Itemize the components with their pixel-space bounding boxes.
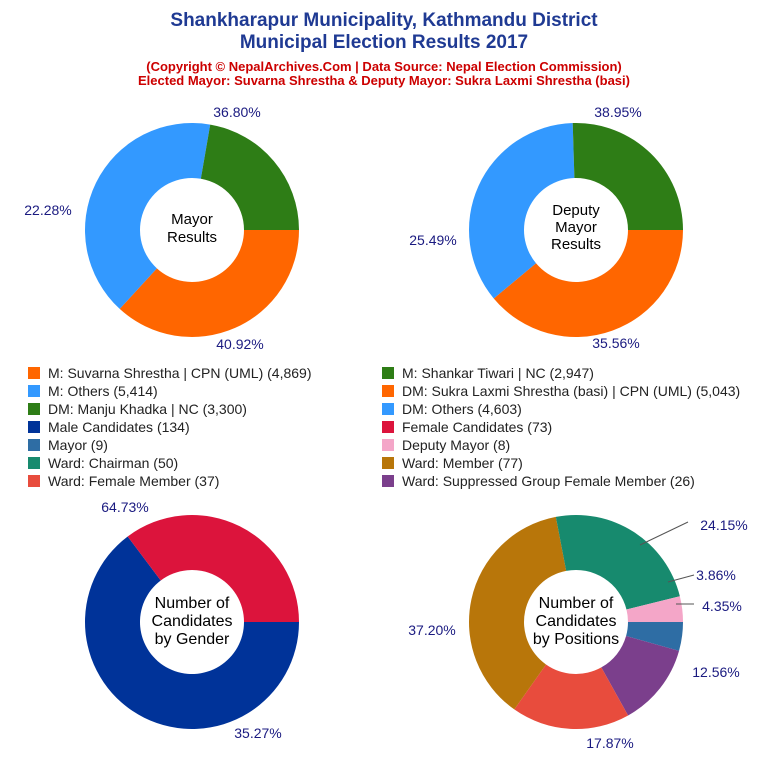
legend-label: M: Others (5,414): [48, 383, 158, 399]
legend-label: Female Candidates (73): [402, 419, 553, 435]
legend-item: Ward: Chairman (50): [28, 454, 312, 472]
positions-percent-label-0: 4.35%: [702, 598, 742, 614]
gender-slice-1: [127, 514, 299, 622]
mayor-percent-label-2: 22.28%: [24, 202, 71, 218]
gender-center-label: Number of: [155, 595, 230, 612]
legend-swatch: [382, 385, 394, 397]
positions-leader-line-0: [639, 521, 689, 546]
deputy-mayor-slice-2: [572, 123, 683, 230]
mayor-percent-label-0: 36.80%: [213, 104, 260, 120]
legend-label: M: Suvarna Shrestha | CPN (UML) (4,869): [48, 365, 312, 381]
legend-item: Female Candidates (73): [382, 418, 740, 436]
positions-slice-5: [626, 596, 683, 622]
legend-item: Ward: Female Member (37): [28, 472, 312, 490]
positions-percent-label-3: 37.20%: [408, 622, 455, 638]
mayor-percent-label-1: 40.92%: [216, 336, 263, 352]
legend-item: Ward: Member (77): [382, 454, 740, 472]
gender-slice-0: [84, 536, 299, 729]
legend-label: Ward: Suppressed Group Female Member (26…: [402, 473, 695, 489]
deputy-mayor-percent-label-2: 25.49%: [409, 232, 456, 248]
positions-percent-label-1: 12.56%: [692, 664, 739, 680]
legend-swatch: [28, 403, 40, 415]
legend-swatch: [382, 475, 394, 487]
legend-item: Mayor (9): [28, 436, 312, 454]
legend-item: Ward: Suppressed Group Female Member (26…: [382, 472, 740, 490]
positions-leader-line-1: [667, 574, 695, 583]
positions-center-label: Candidates: [536, 613, 617, 630]
legend-swatch: [28, 457, 40, 469]
legend-label: Ward: Female Member (37): [48, 473, 220, 489]
mayor-center-label: Mayor: [171, 211, 213, 228]
legend-label: Mayor (9): [48, 437, 108, 453]
gender-center-label: by Gender: [155, 631, 230, 648]
positions-slice-0: [626, 622, 683, 651]
legend-item: DM: Sukra Laxmi Shrestha (basi) | CPN (U…: [382, 382, 740, 400]
legend-item: Deputy Mayor (8): [382, 436, 740, 454]
mayor-slice-2: [200, 124, 299, 230]
positions-center-label: Number of: [539, 595, 614, 612]
legend-item: DM: Others (4,603): [382, 400, 740, 418]
deputy-mayor-percent-label-1: 35.56%: [592, 335, 639, 351]
positions-slice-2: [514, 664, 629, 729]
page-title: Shankharapur Municipality, Kathmandu Dis…: [170, 10, 598, 31]
gender-center-label: Candidates: [152, 613, 233, 630]
legend-label: Ward: Member (77): [402, 455, 523, 471]
positions-center-label: by Positions: [533, 631, 619, 648]
legend-label: DM: Sukra Laxmi Shrestha (basi) | CPN (U…: [402, 383, 741, 399]
legend-label: DM: Others (4,603): [402, 401, 522, 417]
legend-label: Deputy Mayor (8): [402, 437, 511, 453]
positions-percent-label-4: 24.15%: [700, 517, 747, 533]
legend-swatch: [28, 385, 40, 397]
legend-label: Ward: Chairman (50): [48, 455, 179, 471]
legend-swatch: [382, 439, 394, 451]
deputy-mayor-percent-label-0: 38.95%: [594, 104, 641, 120]
legend-swatch: [28, 367, 40, 379]
legend-swatch: [28, 421, 40, 433]
legend-swatch: [382, 457, 394, 469]
deputy-mayor-center-label: Results: [551, 236, 601, 253]
legend-swatch: [28, 475, 40, 487]
mayor-center-label: Results: [167, 229, 217, 246]
legend-item: DM: Manju Khadka | NC (3,300): [28, 400, 312, 418]
legend-label: M: Shankar Tiwari | NC (2,947): [402, 365, 594, 381]
positions-slice-4: [555, 515, 680, 610]
page-title-line2: Municipal Election Results 2017: [239, 32, 529, 53]
positions-percent-label-5: 3.86%: [696, 567, 736, 583]
legend-left: M: Suvarna Shrestha | CPN (UML) (4,869) M…: [28, 364, 312, 490]
elected-subtitle: Elected Mayor: Suvarna Shrestha & Deputy…: [138, 73, 630, 88]
positions-slice-1: [601, 636, 680, 716]
legend-label: DM: Manju Khadka | NC (3,300): [48, 401, 247, 417]
mayor-slice-1: [85, 123, 211, 309]
legend-item: M: Shankar Tiwari | NC (2,947): [382, 364, 740, 382]
legend-right: M: Shankar Tiwari | NC (2,947) DM: Sukra …: [382, 364, 740, 490]
deputy-mayor-center-label: Mayor: [555, 219, 597, 236]
deputy-mayor-slice-0: [493, 230, 683, 337]
legend-item: Male Candidates (134): [28, 418, 312, 436]
mayor-slice-0: [119, 230, 300, 337]
positions-slice-3: [468, 516, 567, 710]
copyright-subtitle: (Copyright © NepalArchives.Com | Data So…: [146, 59, 622, 74]
legend-swatch: [382, 421, 394, 433]
legend-item: M: Others (5,414): [28, 382, 312, 400]
legend-label: Male Candidates (134): [48, 419, 190, 435]
legend-swatch: [382, 403, 394, 415]
positions-percent-label-2: 17.87%: [586, 735, 633, 751]
legend-swatch: [28, 439, 40, 451]
deputy-mayor-slice-1: [468, 123, 575, 299]
deputy-mayor-center-label: Deputy: [552, 202, 600, 219]
legend-item: M: Suvarna Shrestha | CPN (UML) (4,869): [28, 364, 312, 382]
legend-swatch: [382, 367, 394, 379]
gender-percent-label-1: 35.27%: [234, 725, 281, 741]
gender-percent-label-0: 64.73%: [101, 499, 148, 515]
